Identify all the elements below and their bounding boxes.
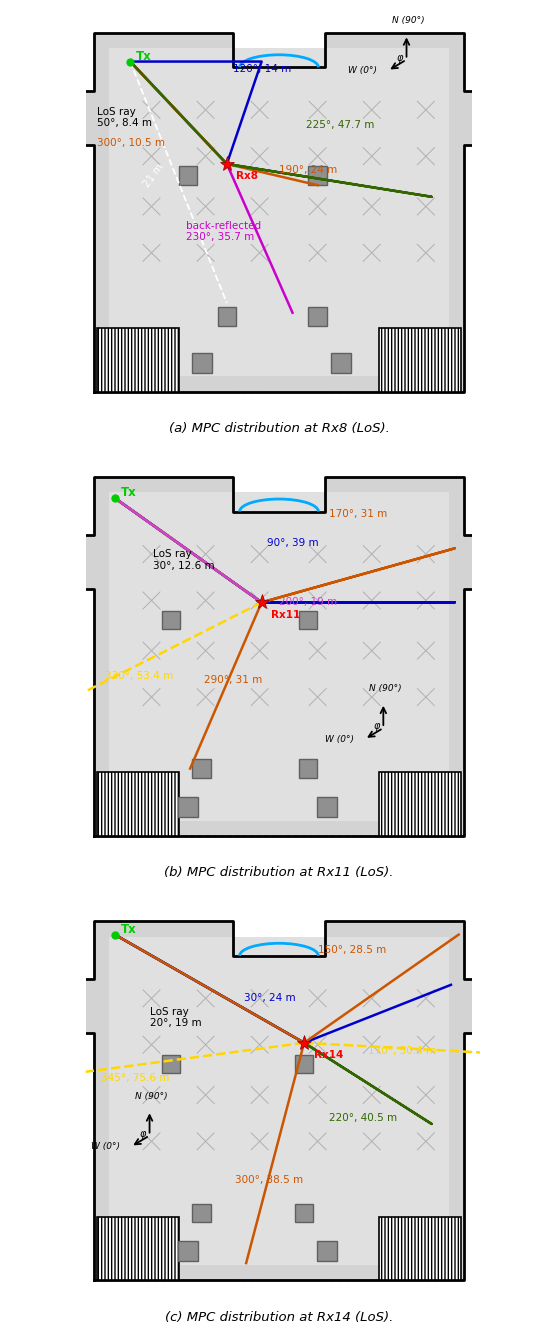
Text: Tx: Tx (121, 923, 136, 935)
Text: back-reflected
230°, 35.7 m: back-reflected 230°, 35.7 m (186, 220, 261, 243)
Text: LoS ray
30°, 12.6 m: LoS ray 30°, 12.6 m (153, 550, 215, 571)
Bar (161, 611, 180, 630)
Text: 300°, 38.5 m: 300°, 38.5 m (234, 1175, 302, 1185)
Bar (109, 48, 449, 376)
Bar (299, 611, 318, 630)
Polygon shape (78, 32, 480, 392)
Text: 330°, 53.4 m: 330°, 53.4 m (105, 671, 174, 680)
Bar (299, 759, 318, 778)
Text: (c) MPC distribution at Rx14 (LoS).: (c) MPC distribution at Rx14 (LoS). (165, 1310, 393, 1323)
Text: 170°, 31 m: 170°, 31 m (329, 508, 387, 519)
Bar (379, 772, 460, 836)
Text: 200°, 19 m: 200°, 19 m (279, 598, 337, 607)
Text: 170°, 50.4 m: 170°, 50.4 m (368, 1046, 436, 1055)
Text: 225°, 47.7 m: 225°, 47.7 m (306, 120, 374, 131)
Text: 120°, 14 m: 120°, 14 m (233, 64, 291, 75)
Bar (318, 798, 338, 818)
Bar (193, 1203, 211, 1222)
Text: Rx8: Rx8 (237, 171, 258, 181)
Bar (178, 798, 198, 818)
Text: Rx14: Rx14 (314, 1050, 343, 1061)
Bar (218, 307, 236, 325)
Bar (379, 328, 460, 392)
Bar (161, 1055, 180, 1074)
Text: 90°, 39 m: 90°, 39 m (267, 538, 319, 547)
Text: φ: φ (140, 1129, 146, 1139)
Text: 21 m: 21 m (141, 161, 165, 189)
Text: φ: φ (396, 52, 403, 63)
Bar (178, 1242, 198, 1262)
Bar (295, 1203, 314, 1222)
Text: 150°, 28.5 m: 150°, 28.5 m (318, 944, 386, 955)
Bar (98, 772, 179, 836)
Text: 220°, 40.5 m: 220°, 40.5 m (329, 1113, 397, 1123)
Text: 345°, 75.6 m: 345°, 75.6 m (101, 1073, 170, 1083)
Bar (191, 354, 212, 374)
Bar (331, 354, 351, 374)
Polygon shape (78, 476, 480, 836)
Text: N (90°): N (90°) (392, 16, 425, 25)
Text: N (90°): N (90°) (135, 1091, 168, 1101)
Text: W (0°): W (0°) (91, 1142, 120, 1151)
Text: 300°, 10.5 m: 300°, 10.5 m (98, 137, 165, 148)
Text: LoS ray
20°, 19 m: LoS ray 20°, 19 m (150, 1007, 201, 1029)
Bar (379, 1217, 460, 1281)
Bar (309, 167, 327, 185)
Text: W (0°): W (0°) (348, 67, 377, 76)
Text: φ: φ (373, 722, 379, 731)
Bar (179, 167, 198, 185)
Text: 190°, 24 m: 190°, 24 m (279, 164, 337, 175)
Text: 30°, 24 m: 30°, 24 m (244, 994, 296, 1003)
Polygon shape (78, 920, 480, 1281)
Text: (b) MPC distribution at Rx11 (LoS).: (b) MPC distribution at Rx11 (LoS). (164, 866, 394, 879)
Text: (a) MPC distribution at Rx8 (LoS).: (a) MPC distribution at Rx8 (LoS). (169, 422, 389, 435)
Bar (295, 1055, 314, 1074)
Bar (318, 1242, 338, 1262)
Text: Rx11: Rx11 (271, 610, 301, 620)
Bar (109, 936, 449, 1265)
Text: Tx: Tx (121, 486, 136, 499)
Bar (98, 328, 179, 392)
Text: Tx: Tx (136, 49, 152, 63)
Bar (98, 1217, 179, 1281)
Bar (193, 759, 211, 778)
Bar (309, 307, 327, 325)
Text: LoS ray
50°, 8.4 m: LoS ray 50°, 8.4 m (98, 107, 152, 128)
Bar (109, 492, 449, 820)
Text: W (0°): W (0°) (325, 735, 354, 744)
Text: 290°, 31 m: 290°, 31 m (204, 675, 262, 684)
Text: N (90°): N (90°) (369, 684, 402, 694)
